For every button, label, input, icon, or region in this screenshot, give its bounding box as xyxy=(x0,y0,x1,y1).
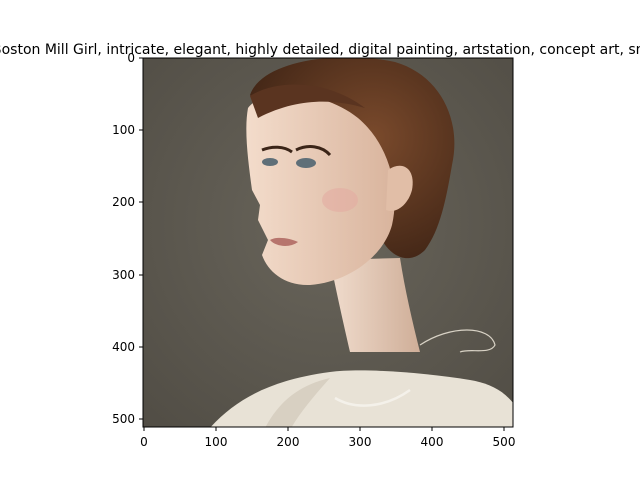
x-tick-label: 400 xyxy=(421,435,444,449)
lace-ruffle xyxy=(265,378,330,427)
x-tick-label: 500 xyxy=(493,435,516,449)
x-tick-label: 300 xyxy=(349,435,372,449)
y-tick-label: 200 xyxy=(112,195,135,209)
neck xyxy=(330,258,420,352)
y-tick-label: 500 xyxy=(112,412,135,426)
eyebrow-left xyxy=(261,145,293,154)
x-tick-label: 0 xyxy=(140,435,148,449)
hairline xyxy=(250,84,365,118)
plot-title: Boston Mill Girl, intricate, elegant, hi… xyxy=(0,42,640,58)
face xyxy=(246,94,395,286)
y-tick-label: 300 xyxy=(112,268,135,282)
eye-left xyxy=(262,158,278,166)
y-axis: 0 100 200 300 400 500 xyxy=(112,51,143,426)
x-tick-label: 200 xyxy=(277,435,300,449)
lace-thread xyxy=(419,329,496,353)
y-tick-label: 400 xyxy=(112,340,135,354)
y-tick-label: 100 xyxy=(112,123,135,137)
necklace xyxy=(334,388,411,407)
y-tick-label: 0 xyxy=(127,51,135,65)
x-tick-label: 100 xyxy=(205,435,228,449)
axes-frame xyxy=(142,57,514,428)
image-plot xyxy=(143,58,513,427)
cheek-blush xyxy=(322,188,358,212)
x-axis: 0 100 200 300 400 500 xyxy=(140,427,515,449)
lips xyxy=(270,237,298,246)
ear xyxy=(386,165,413,211)
eyebrow-right xyxy=(295,145,332,157)
eye-right xyxy=(296,158,316,168)
